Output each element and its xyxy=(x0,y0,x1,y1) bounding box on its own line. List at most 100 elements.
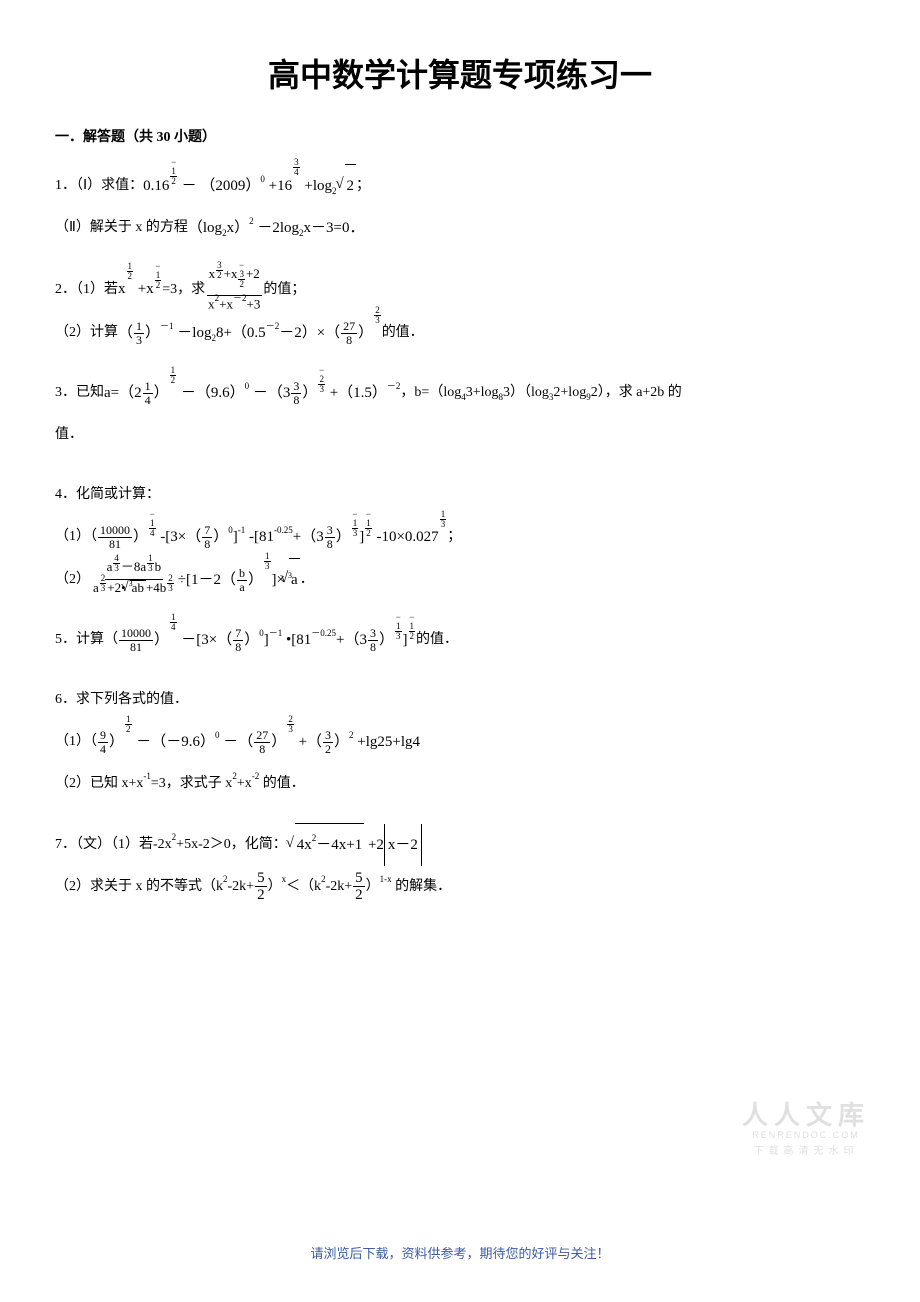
t: －4x+1 xyxy=(316,837,362,853)
t: －（9.6） xyxy=(181,385,245,401)
problem-6: 6．求下列各式的值． （1）（ 94）12 －（－9.6）0 －（278）23 … xyxy=(55,679,865,805)
d: 2 xyxy=(216,271,223,280)
t: ） xyxy=(248,572,263,588)
frac: 1000081 xyxy=(119,627,153,654)
d: 8 xyxy=(344,334,354,347)
s: -1 xyxy=(143,771,151,781)
t: +（ xyxy=(299,734,322,750)
t: -2k+ xyxy=(326,879,353,894)
t: －2log xyxy=(257,220,299,236)
p1-val: +16 xyxy=(269,178,292,194)
t: ] xyxy=(233,529,238,545)
s: 2 xyxy=(223,874,228,884)
exp: −23 xyxy=(318,366,325,394)
d: a xyxy=(237,581,246,594)
big-frac: x32+x−32+2 x2+x－2+3 xyxy=(206,267,262,312)
t: －2）×（ xyxy=(279,325,340,341)
exp: 14 xyxy=(170,613,177,632)
prefix: （2）计算 xyxy=(55,313,118,352)
t: -[81 xyxy=(249,529,274,545)
t: ） xyxy=(302,385,317,401)
frac: 78 xyxy=(233,627,243,654)
d: 2 xyxy=(323,743,333,756)
p6-l2: （2）已知 x+x-1=3，求式子 x2+x-2 的值． xyxy=(55,764,305,803)
d: 81 xyxy=(128,641,144,654)
s: 2 xyxy=(172,832,177,842)
n: 7 xyxy=(233,627,243,641)
sup: -1 xyxy=(238,525,246,535)
p4-l1-math: 1000081）−14 -[3×（78）0]-1 -[81-0.25+（338）… xyxy=(97,516,447,558)
exp: 23 xyxy=(287,715,294,734)
t: 8+（0.5 xyxy=(216,325,266,341)
n: 3 xyxy=(291,380,301,394)
exp: 23 xyxy=(374,306,381,325)
frac: 94 xyxy=(98,729,108,756)
t: +2 xyxy=(246,266,260,281)
t: 的值． xyxy=(259,776,305,791)
exp: −12 xyxy=(365,510,372,538)
sup: 0 xyxy=(259,628,264,638)
n: 27 xyxy=(341,320,357,334)
abs: x－2 xyxy=(384,824,422,866)
denominator: x2+x－2+3 xyxy=(206,296,262,312)
exp: −32 xyxy=(238,261,245,289)
sup: －2 xyxy=(266,321,280,331)
exp: 13 xyxy=(440,510,447,529)
e: 23 xyxy=(100,574,107,593)
t: －（ xyxy=(223,734,253,750)
e: 43 xyxy=(113,554,120,573)
sup: －1 xyxy=(269,628,283,638)
t: ，b=（log xyxy=(400,385,461,400)
t: （log xyxy=(188,220,222,236)
frac: 32 xyxy=(323,729,333,756)
tail: 的值． xyxy=(382,313,424,352)
n: b xyxy=(237,567,247,581)
tail: 值． xyxy=(55,415,83,454)
p1-val: （2009） xyxy=(200,178,260,194)
d: 81 xyxy=(107,538,123,551)
p5-math: 1000081）14 －[3×（78）0]－1 •[81－0.25+（338）−… xyxy=(118,619,416,661)
d: 2 xyxy=(170,376,177,385)
d: 2 xyxy=(238,280,245,289)
d: 8 xyxy=(202,538,212,551)
d: 2 xyxy=(365,529,372,538)
t: +5x-2＞0，化简： xyxy=(176,837,287,852)
d: 4 xyxy=(149,529,156,538)
p2-math: x12 +x−12 xyxy=(118,268,162,310)
d: 8 xyxy=(233,641,243,654)
prefix: （1）（ xyxy=(55,517,97,556)
t: +3 xyxy=(246,296,260,311)
sup: －1 xyxy=(160,321,174,331)
exp: −12 xyxy=(409,613,416,641)
t: ） xyxy=(244,632,259,648)
t: a xyxy=(93,580,99,595)
header: 4．化简或计算： xyxy=(55,475,160,514)
t: x） xyxy=(227,220,250,236)
t: －8a xyxy=(121,559,146,574)
n: 3 xyxy=(325,524,335,538)
p1-part1-prefix: 1．（Ⅰ）求值： xyxy=(55,166,143,205)
d: 2 xyxy=(155,281,162,290)
d: 2 xyxy=(353,887,365,904)
watermark-sub: 下载高清无水印 xyxy=(742,1142,870,1157)
t: ） xyxy=(109,734,124,750)
exp: 12 xyxy=(125,715,132,734)
sup: 0 xyxy=(215,730,220,740)
d: 3 xyxy=(264,562,271,571)
t: －[3×（ xyxy=(181,632,232,648)
exponent: −12 xyxy=(170,158,177,186)
frac: 78 xyxy=(202,524,212,551)
watermark-big: 人人文库 xyxy=(742,1095,870,1132)
sup: －2 xyxy=(387,381,401,391)
t: +x xyxy=(237,776,252,791)
s: x xyxy=(282,874,287,884)
s: 2 xyxy=(232,771,237,781)
frac: 38 xyxy=(368,627,378,654)
tail: 的值． xyxy=(416,620,458,659)
p1-math: 0.16−12 － （2009）0 +1634 +log22 xyxy=(143,164,356,207)
n: 5 xyxy=(353,870,365,888)
t: （2）已知 x+x xyxy=(55,776,143,791)
t: （2）求关于 x 的不等式（k xyxy=(55,879,223,894)
t: ] xyxy=(403,632,408,648)
watermark: 人人文库 RENRENDOC.COM 下载高清无水印 xyxy=(742,1095,870,1157)
